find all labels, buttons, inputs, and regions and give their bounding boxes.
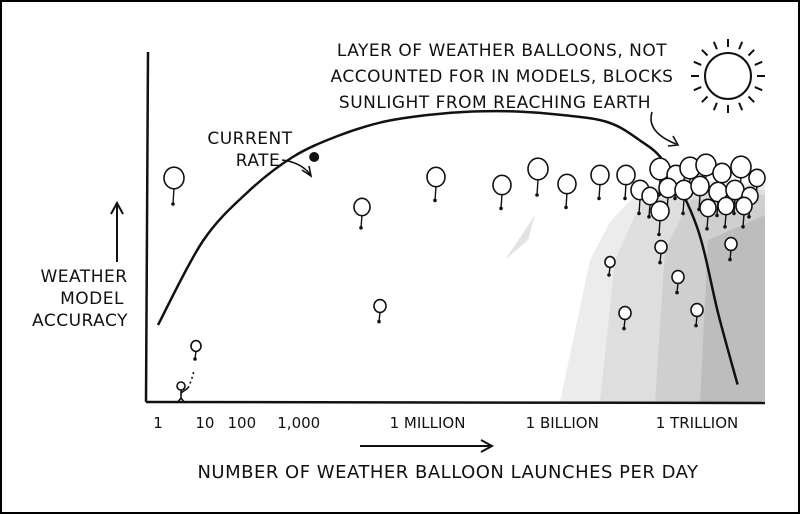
annotation-layer-line-1: LAYER OF WEATHER BALLOONS, NOT [337,41,667,61]
x-tick-label: 100 [228,414,257,432]
sun-ray [712,41,718,50]
annotation-layer-line-3: SUNLIGHT FROM REACHING EARTH [339,93,651,113]
weather-balloon-icon [353,197,371,230]
weather-balloon-icon [641,186,659,219]
weather-balloon-icon [699,198,717,231]
y-label-line-3: ACCURACY [32,311,128,331]
weather-balloon-icon [557,173,577,210]
weather-balloon-icon [492,174,512,211]
x-tick-label: 1 TRILLION [656,414,739,432]
sun-ray [693,86,702,92]
sun-ray [738,41,744,50]
x-tick-label: 1 MILLION [390,414,466,432]
axes [144,51,766,405]
sun-ray [754,86,763,92]
weather-balloon-icon [616,164,636,201]
weather-balloon-icon [527,157,549,197]
balloons [163,153,766,361]
x-tick-label: 1,000 [277,414,320,432]
annotation-current-rate: CURRENT RATE [207,129,313,178]
weather-balloon-icon [604,255,616,277]
weather-balloon-icon [373,298,387,324]
weather-balloon-icon [654,239,668,265]
x-tick-label: 1 BILLION [526,414,599,432]
sun-ray [747,95,755,103]
y-label-line-1: WEATHER [40,267,127,287]
x-tick-label: 1 [153,414,163,432]
current-rate-dot [309,152,320,162]
x-axis-label: NUMBER OF WEATHER BALLOON LAUNCHES PER D… [197,462,699,483]
annotation-current-rate-line-1: CURRENT [207,129,292,149]
sun-icon [691,39,765,113]
x-axis-label-group: NUMBER OF WEATHER BALLOON LAUNCHES PER D… [197,439,699,483]
sun-ray [754,60,763,66]
y-axis-label-group: WEATHER MODEL ACCURACY [32,200,128,331]
weather-balloon-icon [618,305,632,331]
y-axis [144,51,150,403]
sun-ray [747,49,755,57]
weather-balloon-icon [671,269,685,295]
x-tick-labels: 1 10 100 1,000 1 MILLION 1 BILLION 1 TRILLION [153,414,738,432]
weather-balloon-icon [163,166,185,206]
y-arrow [110,200,124,262]
x-axis [145,400,766,405]
stick-figure-icon [176,369,195,404]
weather-balloon-icon [717,196,735,229]
weather-balloon-icon [724,236,738,262]
annotation-balloon-layer: LAYER OF WEATHER BALLOONS, NOT ACCOUNTED… [331,41,680,147]
y-label-line-2: MODEL [60,289,124,309]
shadow-region [505,180,765,402]
sun-ray [693,60,702,66]
series-line [156,109,739,385]
x-arrow [360,439,495,453]
sun-ray [701,95,709,103]
annotation-layer-line-2: ACCOUNTED FOR IN MODELS, BLOCKS [331,67,674,87]
weather-balloon-icon [426,166,446,203]
x-tick-label: 10 [195,414,214,432]
weather-balloon-icon [190,339,202,361]
weather-balloon-icon [690,175,710,212]
weather-balloon-icon [735,196,753,229]
weather-balloon-icon [590,164,610,201]
weather-balloon-icon [690,302,704,328]
sun-ray [701,49,709,57]
weather-balloon-icon [674,179,694,216]
sun-ray [738,102,744,111]
sun-ray [712,102,718,111]
weather-balloon-icon [650,200,670,237]
annotation-current-rate-line-2: RATE [236,151,281,171]
